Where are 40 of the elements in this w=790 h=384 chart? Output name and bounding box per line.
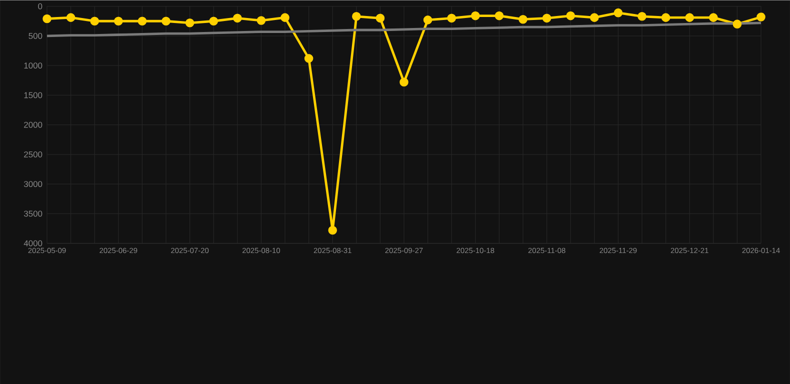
y-tick-label: 3000 xyxy=(24,180,42,187)
point xyxy=(209,16,218,26)
y-tick-label: 0 xyxy=(38,3,42,10)
point xyxy=(114,16,123,26)
y-tick-label: 4000 xyxy=(24,240,42,246)
point xyxy=(352,12,361,21)
point xyxy=(400,78,408,86)
point xyxy=(185,18,194,28)
y-tick-label: 2000 xyxy=(24,122,42,128)
point xyxy=(138,16,147,26)
point xyxy=(518,14,528,24)
point xyxy=(638,12,646,21)
y-tick-label: 500 xyxy=(28,32,42,39)
y-tick-label: 2500 xyxy=(24,151,42,158)
point xyxy=(661,13,670,22)
point xyxy=(423,15,432,24)
point xyxy=(471,11,480,20)
y-tick-label: 1500 xyxy=(24,92,42,98)
point xyxy=(256,16,266,25)
point xyxy=(304,54,314,63)
point xyxy=(542,14,552,22)
point xyxy=(494,11,504,20)
point xyxy=(328,226,338,235)
point xyxy=(708,13,718,22)
y-tick-label: 1000 xyxy=(24,62,42,68)
point xyxy=(732,20,742,28)
point xyxy=(280,13,290,22)
y-tick-label: 3500 xyxy=(24,210,42,217)
point xyxy=(685,13,694,22)
point xyxy=(66,13,76,22)
point xyxy=(42,14,52,24)
point xyxy=(233,14,242,22)
point xyxy=(590,13,599,22)
point xyxy=(614,8,623,18)
point xyxy=(90,16,100,26)
point xyxy=(447,14,456,22)
point xyxy=(566,11,575,20)
point xyxy=(376,14,385,22)
point xyxy=(162,16,170,26)
point xyxy=(756,12,766,22)
